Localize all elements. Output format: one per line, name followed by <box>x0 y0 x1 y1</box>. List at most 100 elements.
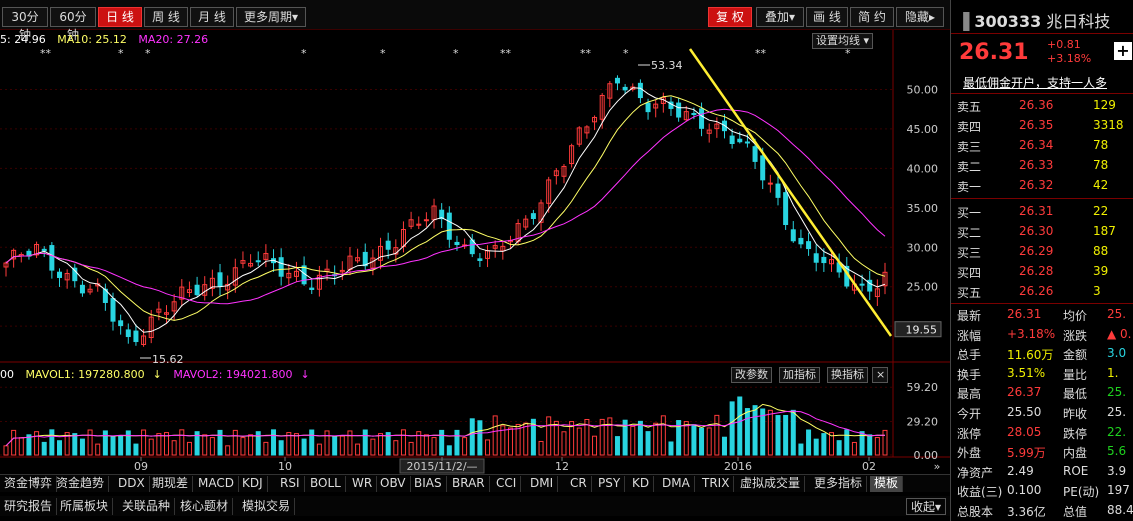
promo-link[interactable]: 最低佣金开户，支持一人多 <box>963 76 1108 90</box>
candle-body <box>439 209 445 220</box>
bid-price: 26.29 <box>1019 244 1054 258</box>
event-marker: * <box>145 47 151 60</box>
candlestick-chart[interactable]: 50.0045.0040.0035.0030.0025.0020.0019.55… <box>0 0 950 474</box>
stat-row: 外盘 5.99万 内盘 5.6 <box>957 442 1133 462</box>
bottom-tab-1[interactable]: 所属板块 <box>56 498 114 515</box>
candle-body <box>576 127 582 145</box>
indicator-tab-13[interactable]: DMI <box>526 476 559 492</box>
fuquan-button[interactable]: 复 权 <box>708 7 752 27</box>
stat-value: 5.6 <box>1107 444 1127 459</box>
indicator-tab-18[interactable]: TRIX <box>698 476 735 492</box>
candle-body <box>828 259 834 265</box>
ask-price: 26.33 <box>1019 158 1054 172</box>
modify-params-button[interactable]: 改参数 <box>731 367 772 383</box>
hide-button[interactable]: 隐藏▸ <box>896 7 944 27</box>
indicator-tab-17[interactable]: DMA <box>658 476 695 492</box>
volume-bar <box>775 415 781 456</box>
bid-label: 买五 <box>957 286 982 300</box>
indicator-tab-1[interactable]: 资金趋势 <box>52 476 110 492</box>
volume-bar <box>18 437 24 456</box>
candle-body <box>691 113 697 116</box>
indicator-tab-4[interactable]: MACD <box>194 476 239 492</box>
candle-body <box>546 179 552 204</box>
simple-button[interactable]: 简 约 <box>850 7 894 27</box>
volume-bar <box>851 441 857 456</box>
indicator-tab-11[interactable]: BRAR <box>448 476 490 492</box>
stat-value: 26.37 <box>1007 385 1042 400</box>
event-marker: ** <box>40 47 52 60</box>
more-periods-label: 更多周期 <box>243 10 292 24</box>
event-marker: * <box>453 47 459 60</box>
quote-panel: ▐ 300333 兆日科技 26.31 +0.81 +3.18% + 最低佣金开… <box>950 0 1133 521</box>
candle-body <box>676 102 682 118</box>
stat-label: 跌停 <box>1063 426 1088 441</box>
collapse-button[interactable]: 收起▾ <box>906 498 947 515</box>
indicator-tab-9[interactable]: OBV <box>376 476 411 492</box>
indicator-tab-3[interactable]: 期现差 <box>148 476 194 492</box>
indicator-tab-14[interactable]: CR <box>566 476 592 492</box>
ask-label: 卖一 <box>957 180 982 194</box>
indicator-tab-12[interactable]: CCI <box>492 476 522 492</box>
volume-bar <box>439 429 445 456</box>
indicator-tab-10[interactable]: BIAS <box>410 476 447 492</box>
add-watchlist-button[interactable]: + <box>1114 42 1132 60</box>
bottom-tab-0[interactable]: 研究报告 <box>0 498 58 515</box>
candle-body <box>882 271 888 287</box>
stat-label: 内盘 <box>1063 446 1088 461</box>
candle-body <box>148 316 154 339</box>
overlay-button[interactable]: 叠加▾ <box>756 7 804 27</box>
volume-bar <box>186 441 192 456</box>
bottom-tab-4[interactable]: 模拟交易 <box>238 498 296 515</box>
indicator-tab-15[interactable]: PSY <box>594 476 626 492</box>
candle-body <box>362 251 368 267</box>
add-indicator-button[interactable]: 加指标 <box>779 367 820 383</box>
indicator-tab-8[interactable]: WR <box>348 476 378 492</box>
volume-bar <box>293 433 299 456</box>
candle-body <box>767 182 773 185</box>
indicator-tab-6[interactable]: RSI <box>276 476 305 492</box>
stat-value: 0.100 <box>1007 483 1042 498</box>
bid-price: 26.31 <box>1019 204 1054 218</box>
indicator-tab-2[interactable]: DDX <box>114 476 150 492</box>
stat-label: 净资产 <box>957 465 994 480</box>
ask-label: 卖三 <box>957 140 982 154</box>
indicator-tab-19[interactable]: 虚拟成交量 <box>736 476 806 492</box>
candle-body <box>240 260 246 264</box>
indicator-tab-21[interactable]: 模板 <box>870 476 904 492</box>
volume-bar <box>806 429 812 456</box>
change-indicator-button[interactable]: 换指标 <box>827 367 868 383</box>
period-60min-button[interactable]: 60分钟 <box>50 7 96 42</box>
volume-bar <box>538 440 544 456</box>
volume-bar <box>49 429 55 456</box>
period-day-button[interactable]: 日 线 <box>98 7 142 27</box>
ask-row: 卖一 26.32 42 <box>957 176 1133 196</box>
indicator-tab-7[interactable]: BOLL <box>306 476 346 492</box>
candle-body <box>859 283 865 286</box>
candle-body <box>592 116 598 123</box>
indicator-tab-5[interactable]: KDJ <box>238 476 268 492</box>
volume-bar <box>798 443 804 456</box>
period-30min-button[interactable]: 30分钟 <box>2 7 48 42</box>
indicator-tab-0[interactable]: 资金博弈 <box>0 476 58 492</box>
chevron-down-icon: ▾ <box>788 10 796 24</box>
bottom-tab-2[interactable]: 关联品种 <box>118 498 176 515</box>
volume-bar <box>34 431 40 456</box>
period-month-button[interactable]: 月 线 <box>190 7 234 27</box>
volume-bar <box>64 432 70 456</box>
indicator-tab-20[interactable]: 更多指标 <box>810 476 868 492</box>
draw-line-button[interactable]: 画 线 <box>806 7 848 27</box>
stat-label: 外盘 <box>957 446 982 461</box>
candle-body <box>278 257 284 277</box>
candle-body <box>752 146 758 162</box>
close-icon[interactable]: × <box>872 367 888 383</box>
ma-settings-button[interactable]: 设置均线 ▾ <box>812 33 874 49</box>
more-periods-button[interactable]: 更多周期▾ <box>236 7 306 27</box>
menu-icon[interactable]: ▐ <box>957 12 970 31</box>
event-marker: ** <box>500 47 512 60</box>
stat-label: 总手 <box>957 348 982 363</box>
period-week-button[interactable]: 周 线 <box>144 7 188 27</box>
indicator-tab-16[interactable]: KD <box>628 476 655 492</box>
bottom-tab-3[interactable]: 核心题材 <box>176 498 234 515</box>
candle-body <box>385 240 391 250</box>
candle-body <box>263 253 269 260</box>
